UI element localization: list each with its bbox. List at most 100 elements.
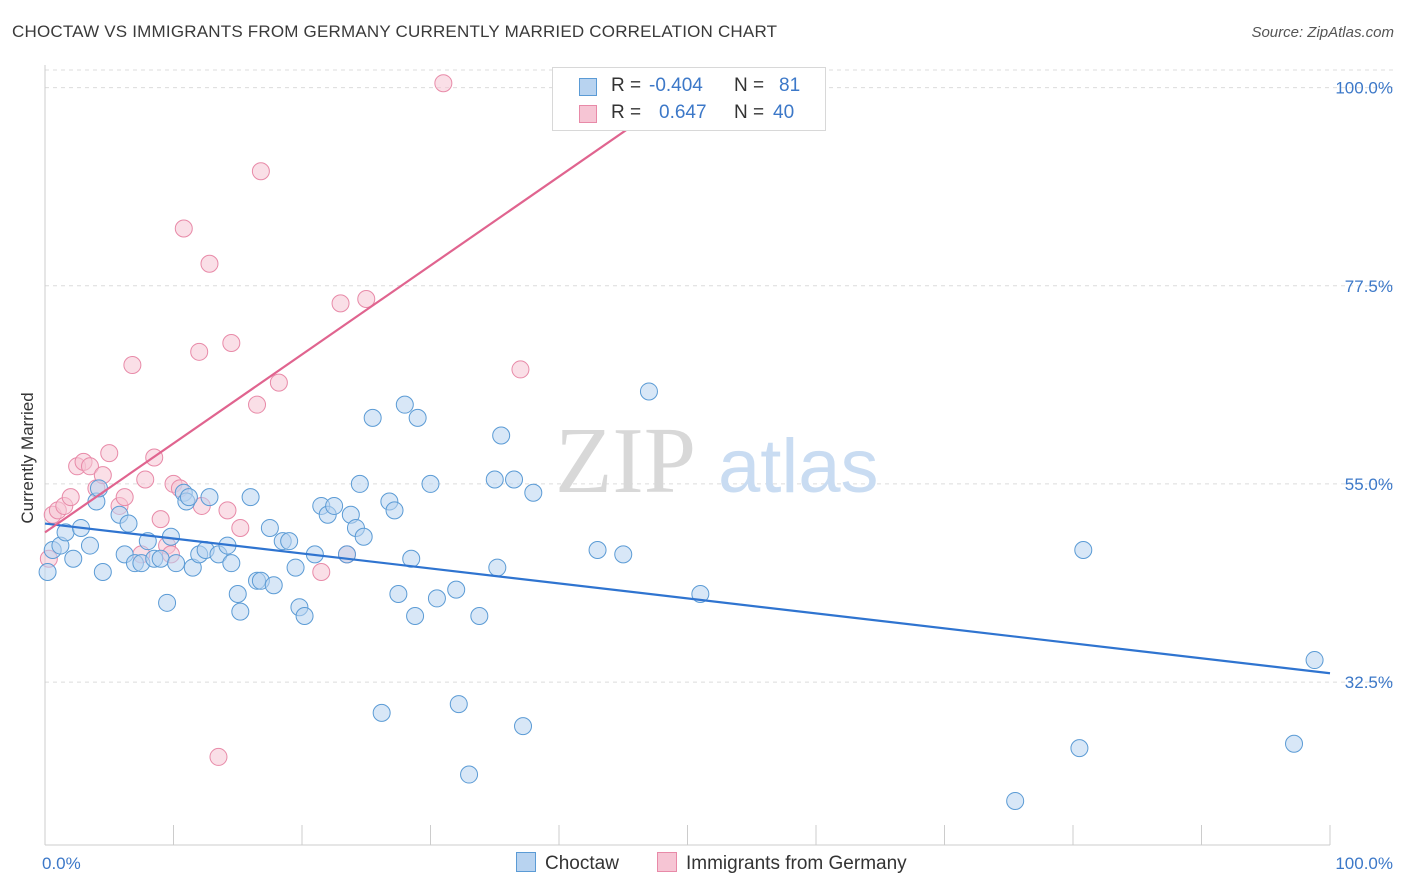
legend-r-value: -0.404 — [649, 75, 703, 96]
data-point-germany — [80, 457, 99, 476]
data-point-choctaw — [449, 695, 468, 714]
data-point-choctaw — [421, 474, 440, 493]
data-point-germany — [174, 219, 193, 238]
data-point-germany — [209, 747, 228, 766]
data-point-choctaw — [241, 488, 260, 507]
data-point-germany — [136, 470, 155, 489]
data-point-germany — [218, 501, 237, 520]
data-point-choctaw — [1006, 791, 1025, 810]
x-tick-label: 100.0% — [1335, 854, 1393, 873]
data-point-germany — [61, 488, 80, 507]
data-point-choctaw — [492, 426, 511, 445]
legend-n-value: 40 — [773, 102, 795, 123]
data-point-germany — [151, 510, 170, 529]
data-point-choctaw — [385, 501, 404, 520]
data-point-choctaw — [395, 395, 414, 414]
data-point-choctaw — [408, 408, 427, 427]
y-axis-label: Currently Married — [18, 392, 37, 523]
watermark-zip: ZIP — [555, 409, 696, 513]
bottom-legend-swatch-blue — [516, 852, 536, 872]
legend-r-label: R = — [611, 75, 642, 96]
data-point-germany — [357, 289, 376, 308]
bottom-legend-choctaw: Choctaw — [516, 852, 619, 875]
data-point-germany — [251, 162, 270, 181]
data-point-choctaw — [350, 474, 369, 493]
legend-swatch-pink — [579, 105, 597, 123]
data-point-choctaw — [228, 585, 247, 604]
data-point-germany — [100, 444, 119, 463]
data-point-germany — [200, 254, 219, 273]
data-point-choctaw — [222, 554, 241, 573]
data-point-choctaw — [1305, 651, 1324, 670]
legend-n-value: 81 — [779, 75, 801, 96]
data-point-choctaw — [151, 549, 170, 568]
data-point-choctaw — [119, 514, 138, 533]
data-point-choctaw — [524, 483, 543, 502]
watermark-atlas: atlas — [718, 424, 879, 509]
y-tick-label: 55.0% — [1345, 475, 1393, 494]
data-point-choctaw — [505, 470, 524, 489]
data-point-choctaw — [485, 470, 504, 489]
axes — [44, 65, 1331, 846]
data-point-choctaw — [280, 532, 299, 551]
tick-labels: 100.0% 77.5% 55.0% 32.5% 0.0% 100.0% Currently… — [18, 79, 1393, 873]
data-point-germany — [231, 518, 250, 537]
data-point-choctaw — [372, 703, 391, 722]
data-point-choctaw — [325, 496, 344, 515]
data-point-germany — [434, 74, 453, 93]
data-point-choctaw — [1070, 739, 1089, 758]
source-credit: Source: ZipAtlas.com — [1251, 24, 1394, 41]
data-point-choctaw — [470, 607, 489, 626]
data-point-choctaw — [389, 585, 408, 604]
data-point-choctaw — [1074, 540, 1093, 559]
trend-line-germany — [44, 86, 689, 534]
bottom-legend-swatch-pink — [657, 852, 677, 872]
data-point-choctaw — [354, 527, 373, 546]
data-point-choctaw — [200, 488, 219, 507]
y-tick-label: 32.5% — [1345, 673, 1393, 692]
data-point-choctaw — [447, 580, 466, 599]
y-tick-label: 100.0% — [1335, 79, 1393, 98]
data-point-choctaw — [427, 589, 446, 608]
data-point-choctaw — [295, 607, 314, 626]
bottom-legend-label: Choctaw — [545, 853, 619, 874]
data-point-germany — [190, 342, 209, 361]
data-point-choctaw — [93, 562, 112, 581]
data-point-choctaw — [691, 585, 710, 604]
legend-r-label: R = — [611, 102, 642, 123]
data-point-choctaw — [588, 540, 607, 559]
data-point-choctaw — [514, 717, 533, 736]
data-point-germany — [331, 294, 350, 313]
x-tick-label: 0.0% — [42, 854, 81, 873]
correlation-legend: R = -0.404 N = 81 R = 0.647 N = 40 — [552, 67, 826, 131]
data-point-choctaw — [1285, 734, 1304, 753]
data-point-germany — [269, 373, 288, 392]
choctaw-points — [38, 382, 1324, 810]
trend-line-choctaw — [44, 522, 1331, 675]
data-point-choctaw — [363, 408, 382, 427]
chart-title: CHOCTAW VS IMMIGRANTS FROM GERMANY CURRE… — [12, 22, 778, 41]
legend-n-label: N = — [734, 75, 765, 96]
data-point-choctaw — [64, 549, 83, 568]
data-point-choctaw — [406, 607, 425, 626]
data-point-choctaw — [614, 545, 633, 564]
data-point-choctaw — [80, 536, 99, 555]
legend-swatch-blue — [579, 78, 597, 96]
data-point-germany — [222, 334, 241, 353]
data-point-choctaw — [38, 562, 57, 581]
data-point-choctaw — [286, 558, 305, 577]
data-point-germany — [123, 356, 142, 375]
data-point-choctaw — [231, 602, 250, 621]
legend-r-value: 0.647 — [659, 102, 707, 123]
trend-lines — [44, 86, 1331, 675]
data-point-choctaw — [179, 488, 198, 507]
data-point-choctaw — [167, 554, 186, 573]
data-point-germany — [248, 395, 267, 414]
bottom-legend-germany: Immigrants from Germany — [657, 852, 907, 875]
legend-n-label: N = — [734, 102, 765, 123]
data-point-germany — [511, 360, 530, 379]
data-point-choctaw — [460, 765, 479, 784]
data-point-choctaw — [158, 593, 177, 612]
data-point-choctaw — [260, 518, 279, 537]
